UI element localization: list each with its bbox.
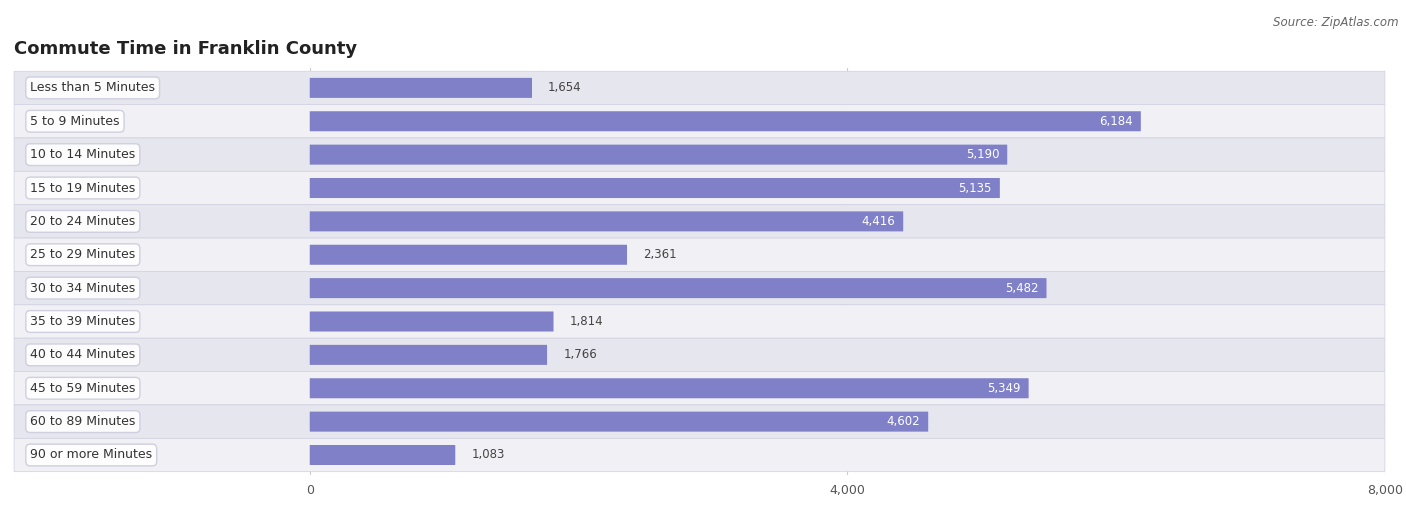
Text: 5,349: 5,349 [987, 382, 1021, 395]
Text: 4,602: 4,602 [887, 415, 920, 428]
Text: 25 to 29 Minutes: 25 to 29 Minutes [30, 248, 135, 261]
Text: 1,766: 1,766 [564, 348, 598, 361]
FancyBboxPatch shape [14, 205, 1385, 238]
FancyBboxPatch shape [14, 104, 1385, 138]
Text: 45 to 59 Minutes: 45 to 59 Minutes [30, 382, 135, 395]
Text: 20 to 24 Minutes: 20 to 24 Minutes [30, 215, 135, 228]
FancyBboxPatch shape [309, 111, 1140, 131]
Text: 5,135: 5,135 [959, 182, 991, 195]
FancyBboxPatch shape [309, 278, 1046, 298]
FancyBboxPatch shape [309, 78, 531, 98]
FancyBboxPatch shape [14, 271, 1385, 305]
FancyBboxPatch shape [14, 238, 1385, 271]
FancyBboxPatch shape [14, 338, 1385, 372]
FancyBboxPatch shape [309, 378, 1029, 398]
FancyBboxPatch shape [14, 405, 1385, 438]
Text: 30 to 34 Minutes: 30 to 34 Minutes [30, 282, 135, 294]
Text: 5,190: 5,190 [966, 148, 1000, 161]
FancyBboxPatch shape [14, 438, 1385, 472]
FancyBboxPatch shape [309, 145, 1007, 164]
FancyBboxPatch shape [309, 445, 456, 465]
Text: 40 to 44 Minutes: 40 to 44 Minutes [30, 348, 135, 361]
Text: 90 or more Minutes: 90 or more Minutes [30, 448, 152, 461]
Text: 1,083: 1,083 [471, 448, 505, 461]
Text: 5,482: 5,482 [1005, 282, 1039, 294]
Text: 10 to 14 Minutes: 10 to 14 Minutes [30, 148, 135, 161]
FancyBboxPatch shape [14, 372, 1385, 405]
Text: 15 to 19 Minutes: 15 to 19 Minutes [30, 182, 135, 195]
Text: 60 to 89 Minutes: 60 to 89 Minutes [30, 415, 135, 428]
Text: Source: ZipAtlas.com: Source: ZipAtlas.com [1274, 16, 1399, 29]
FancyBboxPatch shape [309, 245, 627, 265]
FancyBboxPatch shape [14, 305, 1385, 338]
Text: Less than 5 Minutes: Less than 5 Minutes [30, 81, 155, 94]
FancyBboxPatch shape [309, 211, 903, 231]
FancyBboxPatch shape [309, 312, 554, 331]
FancyBboxPatch shape [14, 138, 1385, 171]
Text: 1,654: 1,654 [548, 81, 582, 94]
Text: 6,184: 6,184 [1099, 115, 1133, 128]
Text: 35 to 39 Minutes: 35 to 39 Minutes [30, 315, 135, 328]
FancyBboxPatch shape [309, 412, 928, 432]
FancyBboxPatch shape [14, 171, 1385, 205]
Text: Commute Time in Franklin County: Commute Time in Franklin County [14, 40, 357, 58]
FancyBboxPatch shape [309, 178, 1000, 198]
Text: 4,416: 4,416 [862, 215, 896, 228]
Text: 1,814: 1,814 [569, 315, 603, 328]
Text: 2,361: 2,361 [643, 248, 676, 261]
FancyBboxPatch shape [14, 71, 1385, 104]
FancyBboxPatch shape [309, 345, 547, 365]
Text: 5 to 9 Minutes: 5 to 9 Minutes [30, 115, 120, 128]
